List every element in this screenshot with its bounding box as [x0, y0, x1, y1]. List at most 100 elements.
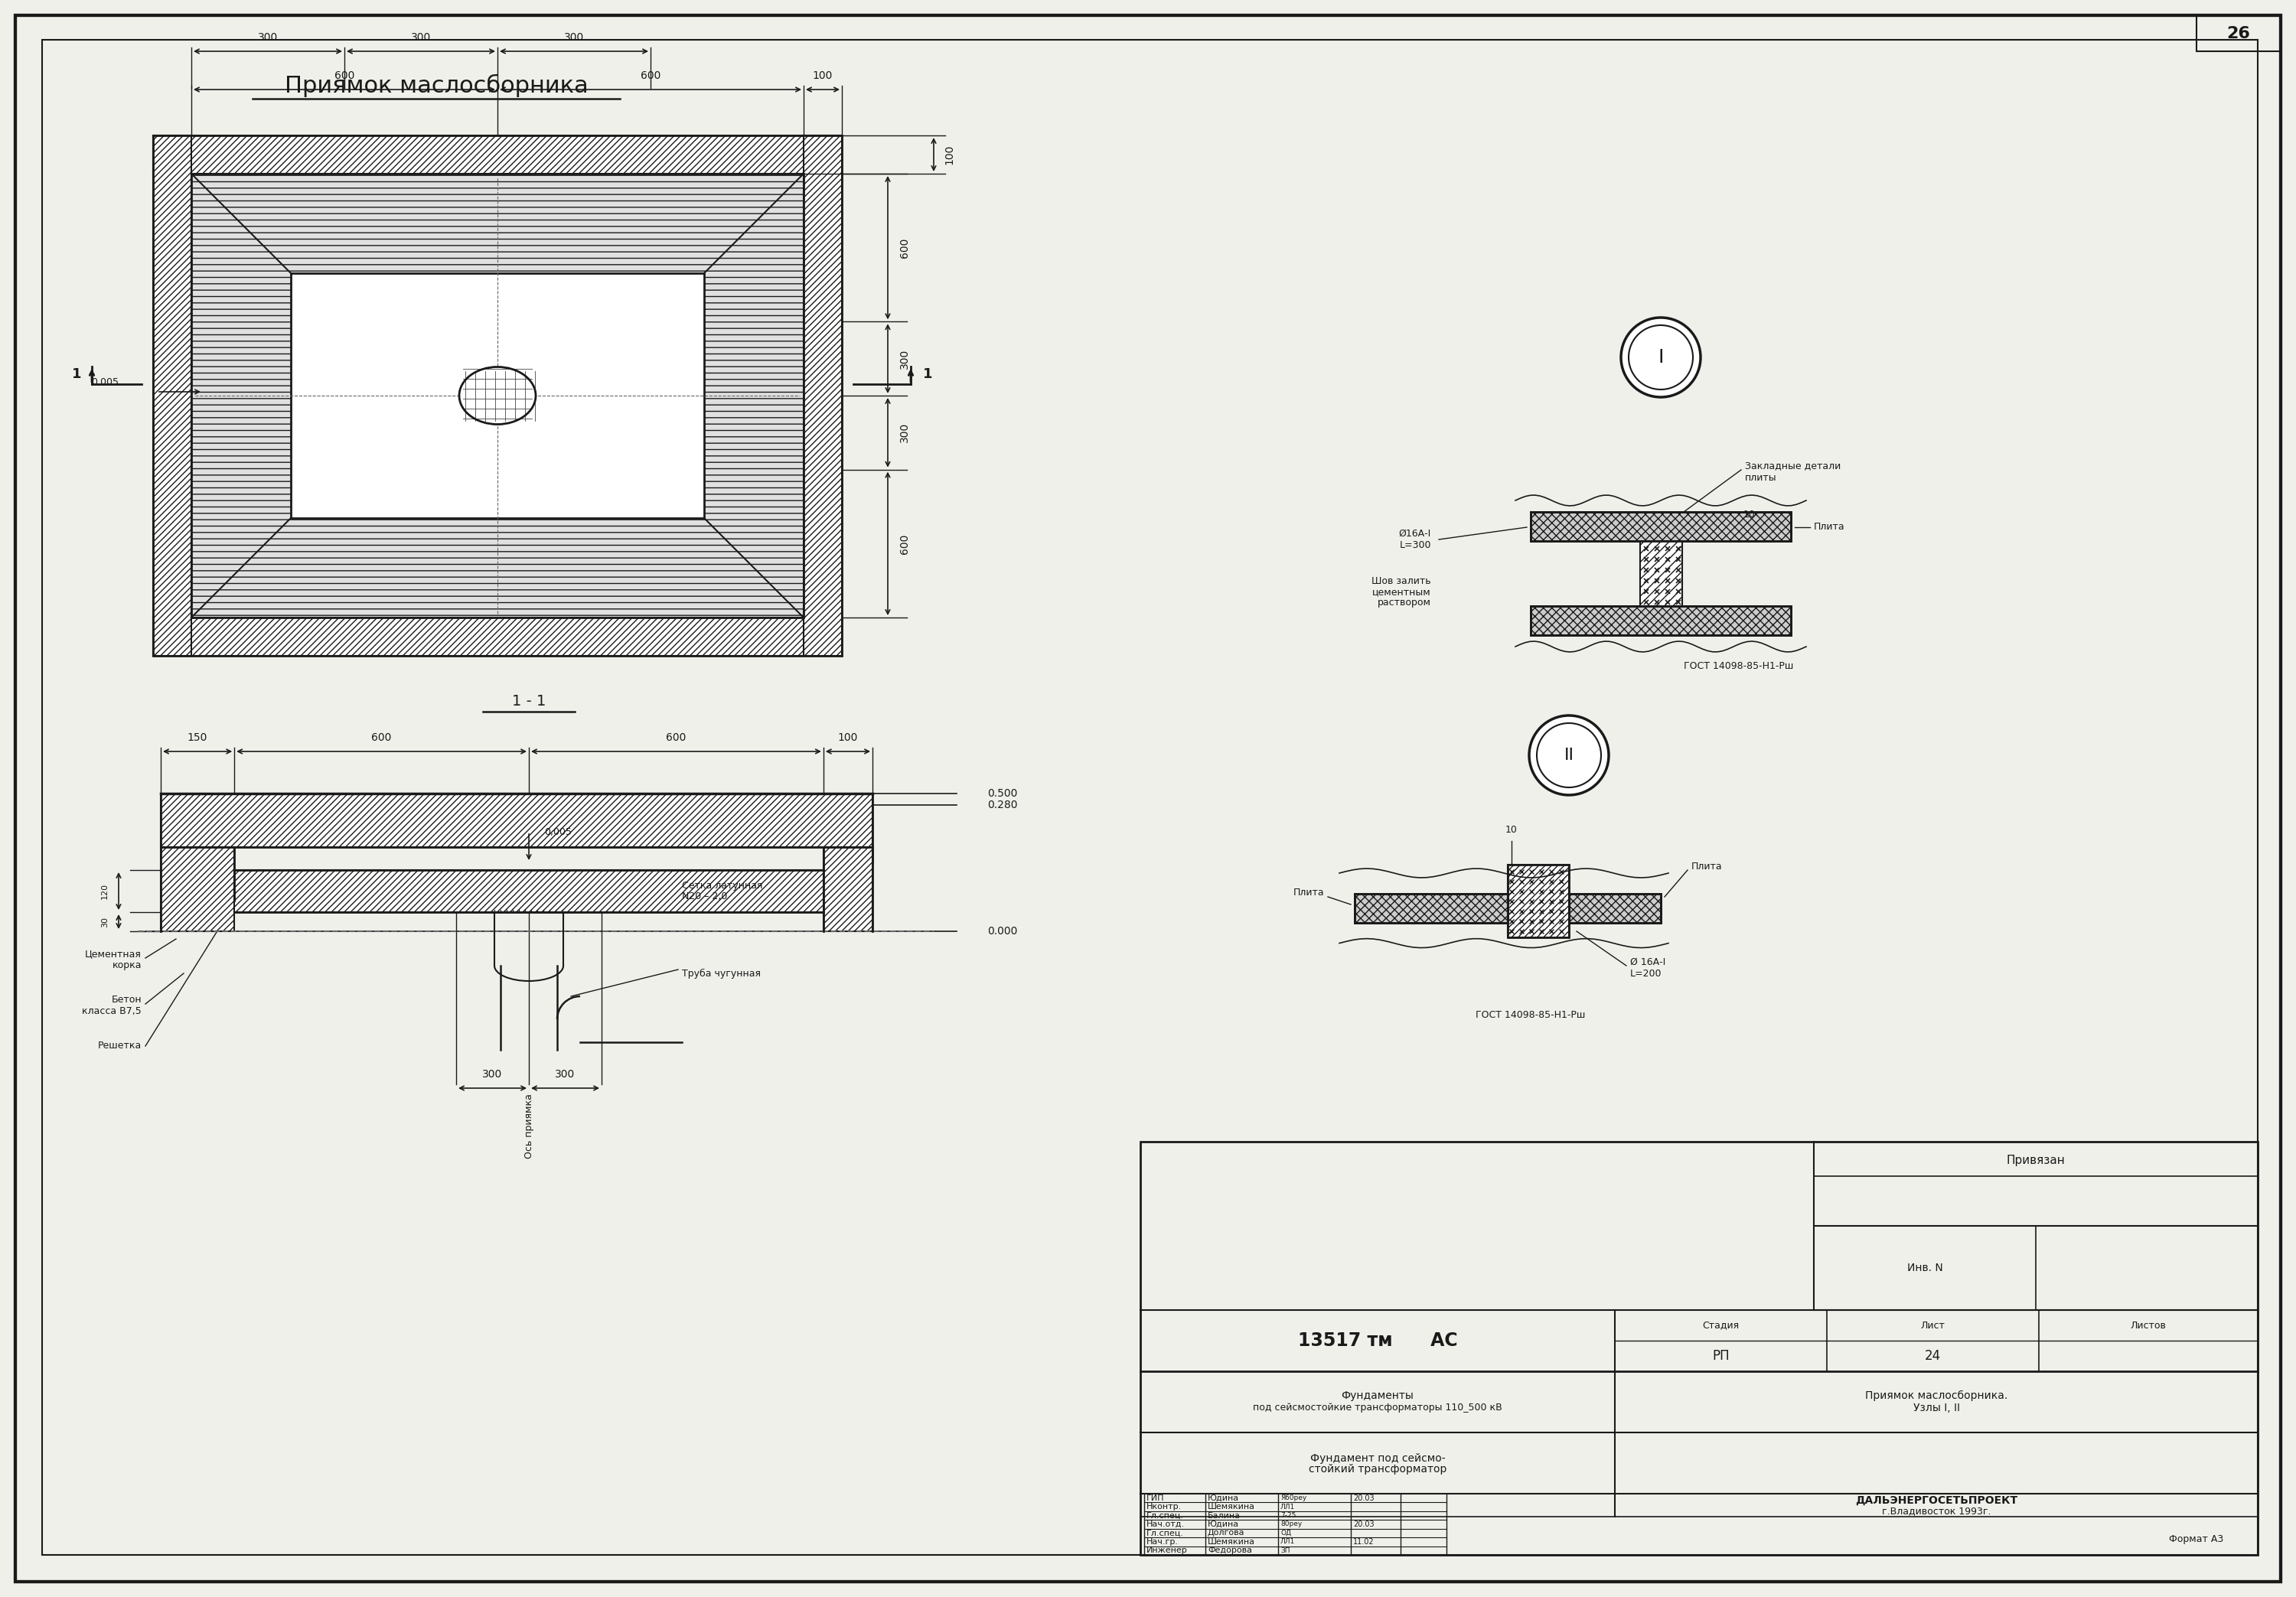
Text: Приямок маслосборника.
Узлы I, II: Приямок маслосборника. Узлы I, II: [1864, 1391, 2007, 1413]
Bar: [191, 174, 804, 618]
Circle shape: [1621, 318, 1701, 398]
Text: ГОСТ 14098-85-Н1-Рш: ГОСТ 14098-85-Н1-Рш: [1683, 661, 1793, 671]
Text: 30: 30: [101, 917, 108, 928]
Text: 24: 24: [1924, 1349, 1940, 1362]
Text: 10: 10: [1743, 509, 1754, 519]
Bar: [161, 794, 872, 846]
Text: класса В7,5: класса В7,5: [83, 1006, 142, 1016]
Text: 1: 1: [923, 367, 932, 382]
Circle shape: [1536, 723, 1600, 787]
Text: ЛЛ1: ЛЛ1: [1281, 1503, 1295, 1511]
Text: 100: 100: [838, 733, 859, 743]
Bar: [292, 273, 705, 517]
Text: Плита: Плита: [1692, 861, 1722, 872]
Text: 7-25: 7-25: [1281, 1512, 1295, 1519]
Text: 600: 600: [900, 533, 909, 554]
Text: Инженер: Инженер: [1146, 1547, 1187, 1554]
Text: 150: 150: [188, 733, 207, 743]
Text: Гл.спец.: Гл.спец.: [1146, 1512, 1185, 1519]
Text: Гл.спец.: Гл.спец.: [1146, 1530, 1185, 1536]
Text: N20 – 2,0: N20 – 2,0: [682, 891, 728, 901]
Text: ЛЛ1: ЛЛ1: [1281, 1538, 1295, 1546]
Text: 600: 600: [335, 70, 354, 81]
Ellipse shape: [459, 367, 535, 425]
Text: Инв. N: Инв. N: [1908, 1263, 1942, 1273]
Text: 0,005: 0,005: [92, 377, 119, 386]
Text: 100: 100: [944, 144, 955, 164]
Text: Ø16А-I: Ø16А-I: [1398, 529, 1430, 538]
Bar: [1141, 1142, 2257, 1555]
Bar: [154, 136, 843, 174]
Text: 0.280: 0.280: [987, 800, 1017, 810]
Text: I: I: [1658, 348, 1665, 367]
Text: 600: 600: [372, 733, 393, 743]
Text: Шемякина: Шемякина: [1208, 1538, 1256, 1546]
Text: Плита: Плита: [1814, 522, 1846, 532]
Text: II: II: [1564, 747, 1575, 763]
Text: Сетка латунная: Сетка латунная: [682, 880, 762, 890]
Bar: [824, 846, 872, 931]
Text: 300: 300: [257, 32, 278, 43]
Text: Долгова: Долгова: [1208, 1530, 1244, 1536]
Text: ОД: ОД: [1281, 1530, 1290, 1536]
Text: 120: 120: [101, 883, 108, 899]
Text: 300: 300: [900, 423, 909, 442]
Bar: [234, 870, 824, 912]
Text: Яб0реу: Яб0реу: [1281, 1495, 1306, 1501]
Text: Плита: Плита: [1293, 888, 1325, 898]
Text: ЗП: ЗП: [1281, 1547, 1290, 1554]
Text: 80реу: 80реу: [1281, 1520, 1302, 1528]
Text: 11.02: 11.02: [1352, 1538, 1375, 1546]
Text: Цементная: Цементная: [85, 949, 142, 960]
Text: цементным: цементным: [1373, 588, 1430, 597]
Text: Привязан: Привязан: [2007, 1155, 2064, 1166]
Text: г.Владивосток 1993г.: г.Владивосток 1993г.: [1883, 1506, 1991, 1516]
Bar: [1355, 894, 1508, 923]
Text: 100: 100: [813, 70, 833, 81]
Text: Федорова: Федорова: [1208, 1547, 1251, 1554]
Text: 0.000: 0.000: [987, 926, 1017, 936]
Bar: [161, 846, 234, 931]
Text: 20.03: 20.03: [1352, 1495, 1375, 1501]
Bar: [1355, 894, 1508, 923]
Text: Бетон: Бетон: [110, 995, 142, 1005]
Bar: [1508, 864, 1568, 937]
Bar: [154, 618, 843, 656]
Text: раствором: раствором: [1378, 597, 1430, 607]
Text: 0,005: 0,005: [544, 827, 572, 837]
Text: 300: 300: [411, 32, 432, 43]
Circle shape: [1628, 326, 1692, 390]
Text: Юдина: Юдина: [1208, 1520, 1240, 1528]
Text: 10: 10: [1506, 824, 1518, 835]
Text: 0.500: 0.500: [987, 789, 1017, 798]
Text: ГИП: ГИП: [1146, 1495, 1164, 1501]
Text: Нконтр.: Нконтр.: [1146, 1503, 1182, 1511]
Bar: [1568, 894, 1660, 923]
Text: Балина: Балина: [1208, 1512, 1240, 1519]
Text: стойкий трансформатор: стойкий трансформатор: [1309, 1464, 1446, 1474]
Bar: [1639, 541, 1681, 605]
Text: 600: 600: [641, 70, 661, 81]
Text: 20.03: 20.03: [1352, 1520, 1375, 1528]
Bar: [1531, 513, 1791, 541]
Text: Стадия: Стадия: [1704, 1321, 1740, 1330]
Bar: [1531, 605, 1791, 636]
Text: ДАЛЬЭНЕРГОСЕТЬПРОЕКТ: ДАЛЬЭНЕРГОСЕТЬПРОЕКТ: [1855, 1495, 2018, 1506]
Text: 300: 300: [482, 1068, 503, 1080]
Text: Ось приямка: Ось приямка: [523, 1094, 535, 1159]
Text: 13517 тм      АС: 13517 тм АС: [1297, 1332, 1458, 1349]
Text: РП: РП: [1713, 1349, 1729, 1362]
Text: 300: 300: [556, 1068, 576, 1080]
Text: Шемякина: Шемякина: [1208, 1503, 1256, 1511]
Bar: [154, 136, 191, 656]
Text: L=200: L=200: [1630, 968, 1662, 979]
Text: Листов: Листов: [2131, 1321, 2167, 1330]
Text: 300: 300: [900, 348, 909, 369]
Text: Закладные детали: Закладные детали: [1745, 462, 1841, 471]
Bar: [1531, 605, 1791, 636]
Circle shape: [1529, 715, 1609, 795]
Bar: [1508, 864, 1568, 937]
Text: ГОСТ 14098-85-Н1-Рш: ГОСТ 14098-85-Н1-Рш: [1476, 1011, 1587, 1020]
Bar: [1568, 894, 1660, 923]
Bar: [292, 273, 705, 517]
